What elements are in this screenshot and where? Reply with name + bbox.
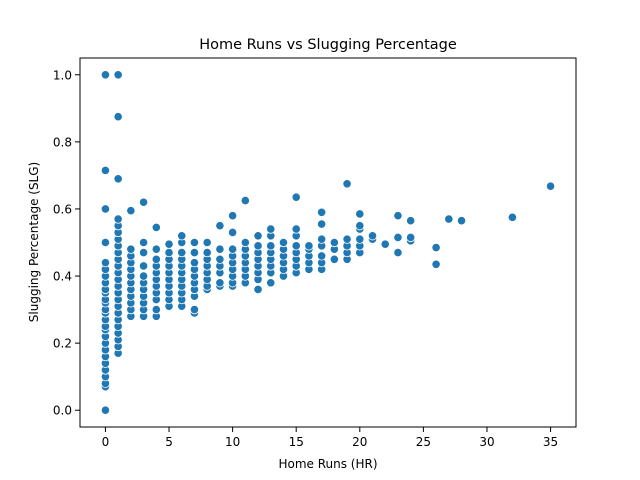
scatter-point (317, 251, 327, 261)
scatter-point (291, 224, 301, 234)
scatter-point (138, 261, 149, 271)
y-tick-label: 0.2 (53, 337, 72, 351)
scatter-point (545, 181, 556, 191)
chart-title: Home Runs vs Slugging Percentage (199, 37, 457, 53)
scatter-point (329, 254, 339, 264)
x-tick-label: 5 (165, 435, 173, 449)
axis-ticks: 0 5 10 15 20 25 30 35 0.0 0.2 0.4 0.6 0.8 1.0 (53, 68, 558, 449)
scatter-point (380, 239, 390, 249)
x-tick-label: 25 (416, 435, 431, 449)
scatter-point (291, 192, 301, 202)
scatter-point (266, 241, 276, 251)
scatter-point (151, 254, 161, 264)
scatter-point (444, 214, 454, 224)
x-tick-label: 0 (102, 435, 110, 449)
y-axis-label: Slugging Percentage (SLG) (27, 162, 41, 322)
scatter-point (406, 232, 416, 243)
scatter-point (100, 70, 111, 80)
scatter-point (393, 211, 403, 221)
scatter-point (355, 234, 365, 244)
scatter-point (240, 237, 250, 248)
scatter-point (317, 234, 327, 244)
scatter-point (189, 258, 200, 268)
scatter-point (202, 237, 212, 248)
x-tick-label: 30 (479, 435, 494, 449)
scatter-point (367, 231, 378, 241)
scatter-point (126, 206, 136, 216)
scatter-point (100, 258, 111, 268)
scatter-point (151, 304, 161, 315)
scatter-point (393, 247, 403, 258)
scatter-point (253, 284, 263, 295)
scatter-point (164, 247, 174, 258)
scatter-point (456, 216, 467, 226)
scatter-point (151, 244, 161, 254)
scatter-point (317, 207, 327, 217)
scatter-point (113, 174, 123, 184)
scatter-point (304, 241, 314, 251)
scatter-point (215, 254, 225, 264)
scatter-point (355, 209, 365, 219)
scatter-point (342, 234, 352, 244)
scatter-point (240, 195, 250, 206)
scatter-point (100, 405, 111, 415)
scatter-point (177, 247, 187, 258)
scatter-point (113, 70, 123, 80)
scatter-point (266, 224, 276, 234)
scatter-point (253, 231, 263, 241)
x-axis-label: Home Runs (HR) (278, 457, 377, 471)
scatter-point (266, 278, 276, 288)
scatter-point (100, 165, 111, 175)
scatter-point (215, 221, 225, 231)
x-tick-label: 15 (289, 435, 304, 449)
y-tick-label: 0.0 (53, 404, 72, 418)
scatter-point (253, 241, 263, 251)
scatter-point (138, 247, 149, 258)
y-tick-label: 1.0 (53, 68, 72, 82)
scatter-point (126, 244, 136, 254)
scatter-point (317, 219, 327, 229)
scatter-point (113, 112, 123, 122)
y-tick-label: 0.4 (53, 270, 72, 284)
scatter-point (100, 204, 111, 214)
scatter-point (100, 237, 111, 248)
scatter-point (164, 239, 174, 249)
plot-frame (79, 57, 577, 428)
scatter-point (189, 237, 200, 248)
scatter-point (355, 221, 365, 231)
scatter-point (291, 241, 301, 251)
scatter-point (228, 244, 238, 254)
scatter-point (151, 222, 161, 233)
scatter-point (406, 216, 416, 226)
scatter-point (138, 197, 149, 207)
y-tick-label: 0.6 (53, 202, 72, 216)
scatter-point (329, 237, 339, 248)
scatter-point (189, 304, 200, 315)
y-tick-label: 0.8 (53, 135, 72, 149)
scatter-point (228, 227, 238, 238)
scatter-point (431, 259, 441, 269)
x-tick-label: 20 (352, 435, 367, 449)
scatter-point (507, 212, 518, 222)
scatter-point (202, 247, 212, 258)
scatter-point (138, 237, 149, 248)
scatter-point (393, 232, 403, 243)
scatter-point (177, 231, 187, 241)
scatter-point (228, 211, 238, 221)
x-tick-label: 35 (543, 435, 558, 449)
scatter-points (100, 70, 556, 415)
x-tick-label: 10 (225, 435, 240, 449)
scatter-point (215, 244, 225, 254)
scatter-point (342, 179, 352, 189)
scatter-point (113, 214, 123, 224)
scatter-point (431, 242, 441, 253)
scatter-point (278, 237, 289, 248)
scatter-point (189, 247, 200, 258)
scatter-point (215, 278, 225, 288)
scatter-point (138, 271, 149, 281)
